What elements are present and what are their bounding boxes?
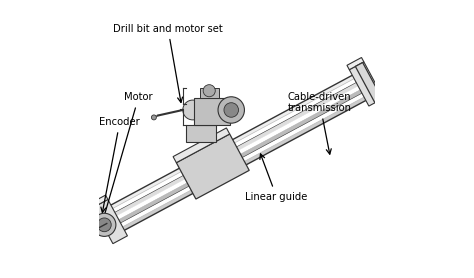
- Polygon shape: [356, 63, 382, 103]
- Circle shape: [98, 218, 111, 232]
- Circle shape: [203, 85, 215, 97]
- Polygon shape: [108, 79, 365, 220]
- Polygon shape: [173, 128, 230, 163]
- Circle shape: [224, 103, 238, 117]
- Bar: [194, 98, 230, 125]
- Polygon shape: [111, 86, 369, 227]
- Circle shape: [218, 97, 245, 123]
- Text: Drill bit and motor set: Drill bit and motor set: [113, 24, 223, 102]
- Polygon shape: [347, 58, 364, 70]
- Polygon shape: [176, 134, 249, 199]
- Polygon shape: [93, 200, 128, 244]
- Circle shape: [183, 100, 202, 120]
- Circle shape: [93, 213, 116, 236]
- Circle shape: [92, 219, 108, 235]
- Bar: [200, 88, 219, 98]
- Polygon shape: [91, 195, 108, 207]
- Polygon shape: [349, 62, 383, 106]
- Text: Motor: Motor: [101, 93, 153, 222]
- Circle shape: [151, 115, 156, 120]
- Text: Cable-driven
transmission: Cable-driven transmission: [288, 92, 352, 154]
- Polygon shape: [115, 93, 373, 234]
- Text: Linear guide: Linear guide: [245, 154, 308, 202]
- Text: Encoder: Encoder: [100, 117, 140, 212]
- Polygon shape: [186, 125, 216, 142]
- Polygon shape: [104, 71, 361, 212]
